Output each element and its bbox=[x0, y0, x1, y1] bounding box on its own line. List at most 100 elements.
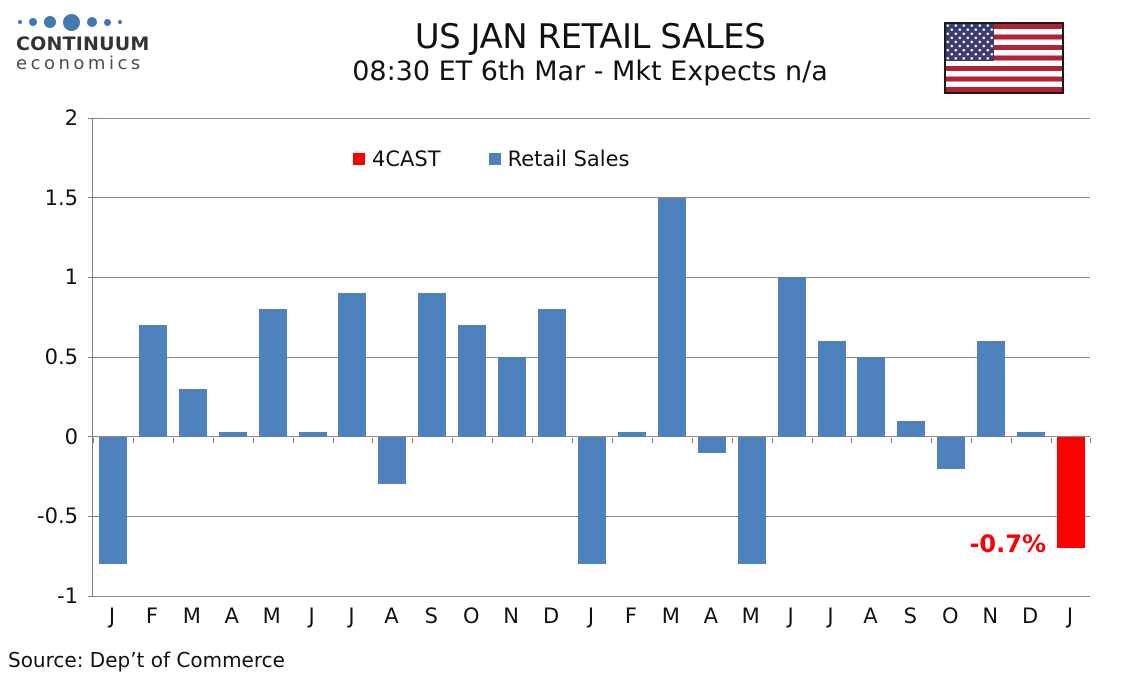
logo-dot bbox=[118, 20, 122, 24]
x-axis-label: F bbox=[145, 604, 158, 628]
x-axis-label: M bbox=[262, 604, 281, 628]
bar-retail-sales bbox=[817, 341, 846, 437]
x-axis-tick bbox=[611, 437, 613, 443]
y-axis-labels: 2 1.5 1 0.5 0 -0.5 -1 bbox=[0, 106, 78, 608]
x-axis-tick bbox=[931, 437, 933, 443]
flag-canton bbox=[946, 24, 994, 61]
gridline bbox=[93, 197, 1090, 199]
bar-retail-sales bbox=[937, 436, 966, 469]
x-axis-label: J bbox=[1066, 604, 1074, 628]
y-axis-tick bbox=[88, 436, 97, 438]
x-axis-label: J bbox=[108, 604, 116, 628]
legend-label-retail-sales: Retail Sales bbox=[507, 147, 630, 171]
source-note: Source: Dep’t of Commerce bbox=[8, 648, 285, 672]
x-axis-tick bbox=[372, 437, 374, 443]
logo-dot bbox=[63, 13, 80, 31]
x-axis-tick bbox=[452, 437, 454, 443]
y-axis-tick bbox=[88, 515, 97, 517]
x-axis-tick bbox=[572, 437, 574, 443]
logo-dot bbox=[87, 17, 97, 27]
y-axis-label: 0 bbox=[64, 424, 78, 449]
continuum-logo-dots-icon bbox=[18, 12, 166, 32]
y-axis-label: 1 bbox=[64, 265, 78, 290]
x-axis-label: A bbox=[703, 604, 718, 628]
x-axis-tick bbox=[132, 437, 134, 443]
bar-retail-sales bbox=[1017, 431, 1046, 437]
bar-retail-sales bbox=[578, 436, 606, 565]
x-axis-label: O bbox=[462, 604, 480, 628]
x-axis-label: A bbox=[224, 604, 239, 628]
bar-retail-sales bbox=[977, 341, 1006, 437]
x-axis-tick bbox=[252, 437, 254, 443]
x-axis-tick bbox=[971, 437, 973, 443]
bar-retail-sales bbox=[737, 436, 766, 565]
logo-subbrand-text: economics bbox=[16, 53, 144, 74]
y-axis-label: 1.5 bbox=[44, 185, 78, 210]
x-axis-label: N bbox=[503, 604, 519, 628]
y-axis-tick bbox=[88, 595, 97, 597]
x-axis-label: J bbox=[308, 604, 315, 628]
us-flag-icon bbox=[944, 22, 1064, 94]
bar-retail-sales bbox=[418, 293, 447, 437]
logo-dot bbox=[44, 16, 56, 28]
x-axis-label: J bbox=[587, 604, 595, 628]
bar-retail-sales bbox=[338, 293, 367, 437]
chart-subtitle: 08:30 ET 6th Mar - Mkt Expects n/a bbox=[352, 56, 828, 87]
x-axis-tick bbox=[811, 437, 813, 443]
bar-retail-sales bbox=[258, 309, 287, 437]
x-axis-tick bbox=[93, 437, 94, 443]
x-axis-label: M bbox=[182, 604, 201, 628]
y-axis-tick bbox=[88, 276, 97, 278]
legend-swatch-retail-sales bbox=[488, 153, 501, 165]
x-axis-label: F bbox=[624, 604, 637, 628]
x-axis-tick bbox=[891, 437, 893, 443]
bar-retail-sales bbox=[138, 325, 167, 437]
x-axis-label: J bbox=[348, 604, 355, 628]
bar-retail-sales bbox=[98, 436, 127, 565]
x-axis-tick bbox=[172, 437, 174, 443]
bar-4cast bbox=[1057, 436, 1086, 549]
legend-swatch-4cast bbox=[353, 153, 365, 165]
bar-retail-sales bbox=[697, 436, 726, 453]
continuum-logo: CONTINUUM economics bbox=[16, 12, 166, 73]
x-axis-tick bbox=[1051, 437, 1053, 443]
bar-retail-sales bbox=[538, 309, 567, 437]
x-axis-tick bbox=[492, 437, 494, 443]
gridline bbox=[93, 117, 1090, 119]
y-axis-label: -0.5 bbox=[37, 504, 78, 529]
x-axis-tick bbox=[731, 437, 733, 443]
y-axis-label: 2 bbox=[64, 106, 78, 130]
bar-retail-sales bbox=[777, 277, 806, 437]
logo-dot bbox=[104, 18, 111, 26]
bar-retail-sales bbox=[458, 325, 487, 437]
y-axis-label: -1 bbox=[57, 584, 78, 608]
y-axis-tick bbox=[88, 197, 97, 199]
x-axis-tick bbox=[771, 437, 773, 443]
bar-retail-sales bbox=[298, 431, 327, 437]
y-axis-label: 0.5 bbox=[44, 345, 78, 369]
x-axis-label: O bbox=[942, 604, 959, 628]
chart-title: US JAN RETAIL SALES bbox=[414, 17, 766, 57]
x-axis-tick bbox=[1011, 437, 1013, 443]
bar-retail-sales bbox=[378, 436, 407, 485]
chart-legend: 4CAST Retail Sales bbox=[353, 148, 629, 170]
x-axis-label: J bbox=[787, 604, 794, 628]
x-axis-tick bbox=[332, 437, 334, 443]
x-axis-label: A bbox=[863, 604, 878, 628]
y-axis-tick bbox=[88, 356, 97, 358]
x-axis-tick bbox=[532, 437, 534, 443]
x-axis-tick bbox=[1090, 437, 1091, 443]
bar-retail-sales bbox=[657, 197, 686, 437]
x-axis-label: D bbox=[542, 604, 560, 628]
title-block: US JAN RETAIL SALES 08:30 ET 6th Mar - M… bbox=[240, 18, 940, 88]
plot-area: 4CAST Retail Sales -0.7% bbox=[88, 117, 1091, 597]
legend-label-4cast: 4CAST bbox=[372, 147, 441, 171]
x-axis-tick bbox=[212, 437, 214, 443]
x-axis-tick bbox=[412, 437, 414, 443]
bar-retail-sales bbox=[897, 420, 926, 437]
x-axis-tick bbox=[292, 437, 294, 443]
bar-retail-sales bbox=[178, 388, 207, 437]
legend-item-4cast: 4CAST bbox=[353, 148, 441, 170]
